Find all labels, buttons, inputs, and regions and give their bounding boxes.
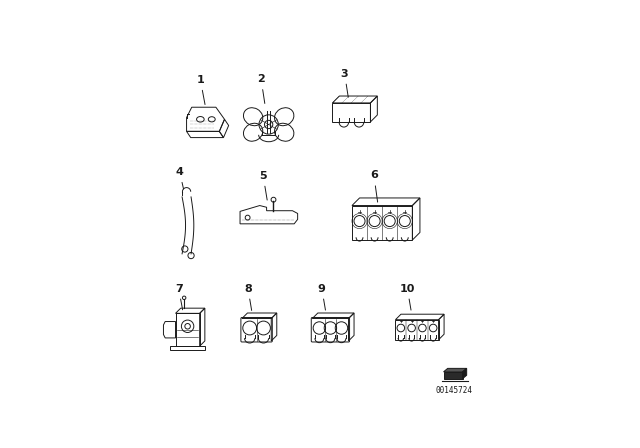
Text: 8: 8 — [244, 284, 252, 310]
Text: 4: 4 — [176, 167, 184, 189]
Text: 9: 9 — [318, 284, 326, 310]
Text: 7: 7 — [175, 284, 182, 310]
Bar — [352, 206, 412, 240]
Text: 10: 10 — [399, 284, 415, 310]
Polygon shape — [463, 368, 467, 379]
Bar — [396, 320, 438, 340]
Polygon shape — [444, 372, 463, 379]
Text: 6: 6 — [370, 170, 378, 202]
Polygon shape — [444, 368, 467, 372]
Text: 00145724: 00145724 — [435, 386, 472, 395]
Bar — [175, 313, 200, 346]
Text: 5: 5 — [259, 171, 267, 200]
Text: 1: 1 — [196, 75, 205, 104]
Text: 2: 2 — [257, 74, 265, 103]
Text: 3: 3 — [340, 69, 348, 97]
